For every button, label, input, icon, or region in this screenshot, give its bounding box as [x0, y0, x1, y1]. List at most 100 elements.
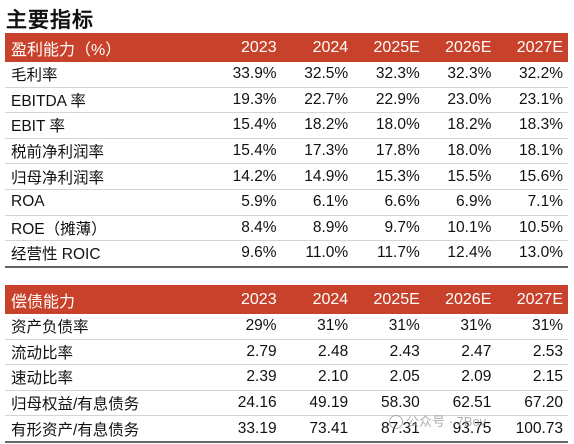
solvency-table: 偿债能力 2023 2024 2025E 2026E 2027E 资产负债率 29…	[5, 285, 568, 443]
cell-value: 2.09	[424, 364, 497, 391]
cell-value: 67.20	[496, 390, 568, 417]
cell-value: 93.75	[424, 415, 497, 443]
cell-value: 18.2%	[281, 112, 354, 139]
cell-value: 17.3%	[281, 138, 354, 165]
cell-value: 11.7%	[353, 240, 425, 268]
cell-value: 15.6%	[496, 163, 568, 190]
row-label: 有形资产/有息债务	[5, 415, 210, 443]
cell-value: 18.0%	[424, 138, 497, 165]
cell-value: 2.39	[210, 364, 282, 391]
table-row: EBIT 率 15.4% 18.2% 18.0% 18.2% 18.3%	[5, 112, 568, 139]
year-header: 2023	[210, 285, 282, 314]
cell-value: 5.9%	[210, 189, 282, 216]
cell-value: 6.6%	[353, 189, 425, 216]
cell-value: 24.16	[210, 390, 282, 417]
table-row: 经营性 ROIC 9.6% 11.0% 11.7% 12.4% 13.0%	[5, 240, 568, 268]
row-label: 税前净利润率	[5, 138, 210, 165]
cell-value: 31%	[424, 314, 497, 340]
cell-value: 100.73	[496, 415, 568, 443]
table-row: 税前净利润率 15.4% 17.3% 17.8% 18.0% 18.1%	[5, 138, 568, 165]
cell-value: 15.4%	[210, 112, 282, 139]
cell-value: 31%	[353, 314, 425, 340]
page-title: 主要指标	[6, 9, 94, 32]
cell-value: 15.3%	[353, 163, 425, 190]
year-header: 2026E	[424, 285, 497, 314]
year-header: 2027E	[496, 33, 568, 62]
row-label: 归母净利润率	[5, 163, 210, 190]
row-label: ROE（摊薄）	[5, 215, 210, 242]
cell-value: 15.4%	[210, 138, 282, 165]
cell-value: 18.3%	[496, 112, 568, 139]
year-header: 2025E	[353, 33, 425, 62]
solvency-header-row: 偿债能力 2023 2024 2025E 2026E 2027E	[5, 285, 568, 314]
cell-value: 73.41	[281, 415, 354, 443]
row-label: EBITDA 率	[5, 87, 210, 114]
profitability-header-row: 盈利能力（%） 2023 2024 2025E 2026E 2027E	[5, 33, 568, 62]
row-label: 速动比率	[5, 364, 210, 391]
table-row: 资产负债率 29% 31% 31% 31% 31%	[5, 314, 568, 340]
table-row: 有形资产/有息债务 33.19 73.41 87.31 93.75 100.73	[5, 415, 568, 443]
year-header: 2026E	[424, 33, 497, 62]
cell-value: 11.0%	[281, 240, 354, 268]
cell-value: 32.3%	[424, 62, 497, 88]
cell-value: 22.9%	[353, 87, 425, 114]
cell-value: 32.5%	[281, 62, 354, 88]
row-label: 经营性 ROIC	[5, 240, 210, 268]
year-header: 2025E	[353, 285, 425, 314]
year-header: 2024	[281, 285, 354, 314]
cell-value: 31%	[281, 314, 354, 340]
row-label: ROA	[5, 189, 210, 216]
cell-value: 62.51	[424, 390, 497, 417]
cell-value: 10.5%	[496, 215, 568, 242]
cell-value: 18.1%	[496, 138, 568, 165]
table-row: EBITDA 率 19.3% 22.7% 22.9% 23.0% 23.1%	[5, 87, 568, 114]
cell-value: 2.53	[496, 339, 568, 366]
cell-value: 19.3%	[210, 87, 282, 114]
cell-value: 8.4%	[210, 215, 282, 242]
cell-value: 14.9%	[281, 163, 354, 190]
row-label: 毛利率	[5, 62, 210, 88]
solvency-header-label: 偿债能力	[5, 285, 210, 314]
table-row: 流动比率 2.79 2.48 2.43 2.47 2.53	[5, 339, 568, 366]
cell-value: 18.2%	[424, 112, 497, 139]
cell-value: 2.43	[353, 339, 425, 366]
table-row: ROE（摊薄） 8.4% 8.9% 9.7% 10.1% 10.5%	[5, 215, 568, 242]
cell-value: 2.47	[424, 339, 497, 366]
cell-value: 32.3%	[353, 62, 425, 88]
cell-value: 18.0%	[353, 112, 425, 139]
cell-value: 9.6%	[210, 240, 282, 268]
year-header: 2023	[210, 33, 282, 62]
cell-value: 87.31	[353, 415, 425, 443]
cell-value: 49.19	[281, 390, 354, 417]
year-header: 2024	[281, 33, 354, 62]
cell-value: 32.2%	[496, 62, 568, 88]
row-label: 归母权益/有息债务	[5, 390, 210, 417]
solvency-body: 资产负债率 29% 31% 31% 31% 31% 流动比率 2.79 2.48 2.43 2.47…	[5, 314, 568, 443]
row-label: 资产负债率	[5, 314, 210, 340]
cell-value: 2.79	[210, 339, 282, 366]
cell-value: 12.4%	[424, 240, 497, 268]
cell-value: 6.1%	[281, 189, 354, 216]
cell-value: 23.0%	[424, 87, 497, 114]
table-row: 归母权益/有息债务 24.16 49.19 58.30 62.51 67.20	[5, 390, 568, 417]
cell-value: 22.7%	[281, 87, 354, 114]
profitability-header-label: 盈利能力（%）	[5, 33, 210, 62]
table-row: 毛利率 33.9% 32.5% 32.3% 32.3% 32.2%	[5, 62, 568, 88]
row-label: EBIT 率	[5, 112, 210, 139]
profitability-table: 盈利能力（%） 2023 2024 2025E 2026E 2027E 毛利率 3…	[5, 33, 568, 268]
cell-value: 2.10	[281, 364, 354, 391]
cell-value: 58.30	[353, 390, 425, 417]
cell-value: 17.8%	[353, 138, 425, 165]
table-row: ROA 5.9% 6.1% 6.6% 6.9% 7.1%	[5, 189, 568, 216]
cell-value: 15.5%	[424, 163, 497, 190]
cell-value: 9.7%	[353, 215, 425, 242]
table-row: 速动比率 2.39 2.10 2.05 2.09 2.15	[5, 364, 568, 391]
cell-value: 14.2%	[210, 163, 282, 190]
cell-value: 31%	[496, 314, 568, 340]
year-header: 2027E	[496, 285, 568, 314]
row-label: 流动比率	[5, 339, 210, 366]
cell-value: 23.1%	[496, 87, 568, 114]
cell-value: 13.0%	[496, 240, 568, 268]
table-row: 归母净利润率 14.2% 14.9% 15.3% 15.5% 15.6%	[5, 163, 568, 190]
cell-value: 2.15	[496, 364, 568, 391]
